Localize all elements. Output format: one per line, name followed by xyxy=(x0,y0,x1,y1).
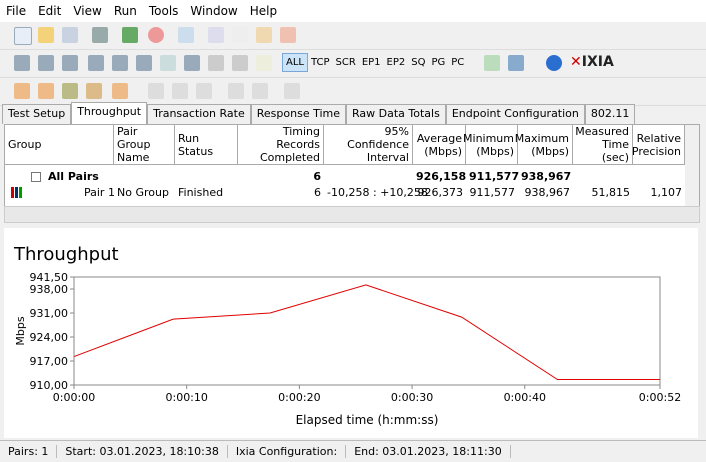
tab[interactable]: Endpoint Configuration xyxy=(445,104,585,124)
throughput-chart: Throughput 910,00 917,00 924,00 931,00 938,00… xyxy=(4,228,698,438)
menu-item[interactable]: View xyxy=(73,4,102,18)
logo-text: IXIA xyxy=(581,54,614,70)
table-cell: 6 xyxy=(313,170,321,183)
table-cell: 6 xyxy=(314,186,321,199)
tab[interactable]: Raw Data Totals xyxy=(346,104,446,124)
column-header[interactable]: Pair Group Name xyxy=(114,125,175,165)
column-header[interactable]: Timing Records Completed xyxy=(238,125,324,165)
x-tick-label: 0:00:00 xyxy=(53,391,95,404)
menu-item[interactable]: Tools xyxy=(148,4,179,18)
column-header[interactable]: 95% Confidence Interval xyxy=(324,125,413,165)
menu-item[interactable]: Help xyxy=(249,4,278,18)
x-tick-label: 0:00:52 xyxy=(639,391,681,404)
menu-item[interactable]: File xyxy=(6,4,27,18)
tab-strip: Test Setup Throughput Transaction Rate Resp… xyxy=(2,102,636,124)
y-tick-label: 910,00 xyxy=(30,379,69,392)
filter-button[interactable]: PC xyxy=(451,57,465,68)
y-axis-label: Mbps xyxy=(14,316,27,345)
table-cell: 51,815 xyxy=(591,186,631,199)
column-header[interactable]: Run Status xyxy=(175,125,238,165)
menu-item[interactable]: Run xyxy=(113,4,137,18)
table-cell: 926,373 xyxy=(417,186,464,199)
filter-button[interactable]: SQ xyxy=(411,57,426,68)
filter-buttons: ALL TCP SCR EP1 EP2 SQ PG PC xyxy=(282,53,467,72)
x-tick-label: 0:00:20 xyxy=(278,391,320,404)
table-cell: All Pairs xyxy=(48,170,99,183)
table-cell: -10,258 : +10,258 xyxy=(327,186,428,199)
ixia-logo: ✕IXIA xyxy=(570,54,614,70)
filter-button[interactable]: TCP xyxy=(310,57,330,68)
menu-item[interactable]: Edit xyxy=(38,4,62,18)
h-scrollbar xyxy=(4,206,700,223)
tab[interactable]: 802.11 xyxy=(584,104,636,124)
filter-button[interactable]: EP1 xyxy=(361,57,381,68)
table-cell: 926,158 xyxy=(416,170,467,183)
y-tick-label: 941,50 xyxy=(30,271,69,284)
table-cell: 911,577 xyxy=(469,186,516,199)
menu-item[interactable]: Window xyxy=(190,4,238,18)
table-cell: Pair 1 xyxy=(84,186,115,199)
filter-button[interactable]: EP2 xyxy=(386,57,406,68)
chart-icon xyxy=(11,187,23,198)
y-tick-label: 938,00 xyxy=(30,283,69,296)
status-field: Ixia Configuration: xyxy=(228,445,347,458)
column-header[interactable]: Maximum (Mbps) xyxy=(515,125,573,165)
column-header[interactable]: Minimum (Mbps) xyxy=(463,125,518,165)
table-cell: 1,107 xyxy=(650,186,683,199)
tab[interactable]: Test Setup xyxy=(2,104,72,124)
x-axis-label: Elapsed time (h:mm:ss) xyxy=(296,413,439,427)
chart-title: Throughput xyxy=(13,244,119,265)
table-cell: 938,967 xyxy=(521,170,572,183)
status-field: Pairs: 1 xyxy=(0,445,58,458)
x-tick-label: 0:00:10 xyxy=(165,391,207,404)
data-line xyxy=(73,284,660,381)
x-tick-label: 0:00:30 xyxy=(391,391,433,404)
plot-frame xyxy=(73,276,661,386)
results-table: Group Pair Group Name Run Status Timing Rec… xyxy=(4,124,700,208)
filter-button[interactable]: SCR xyxy=(335,57,356,68)
y-tick-label: 917,00 xyxy=(30,355,69,368)
table-cell: 938,967 xyxy=(524,186,571,199)
table-cell: No Group xyxy=(117,186,169,199)
column-header[interactable]: Relative Precision xyxy=(632,125,685,165)
expand-box[interactable] xyxy=(31,172,41,182)
status-field: End: 03.01.2023, 18:11:30 xyxy=(346,445,511,458)
filter-button[interactable]: PG xyxy=(431,57,446,68)
tab[interactable]: Transaction Rate xyxy=(147,104,251,124)
y-tick-label: 924,00 xyxy=(30,331,69,344)
tab[interactable]: Throughput xyxy=(71,102,148,124)
x-tick-label: 0:00:40 xyxy=(504,391,546,404)
y-tick-label: 931,00 xyxy=(30,307,69,320)
column-header[interactable]: Average (Mbps) xyxy=(413,125,466,165)
toolbar: ALL TCP SCR EP1 EP2 SQ PG PC ✕IXIA xyxy=(0,50,706,78)
column-header[interactable]: Group xyxy=(5,125,114,165)
filter-button[interactable]: ALL xyxy=(282,53,308,72)
status-field: Start: 03.01.2023, 18:10:38 xyxy=(57,445,228,458)
column-header[interactable]: Measured Time (sec) xyxy=(573,125,633,165)
table-cell: Finished xyxy=(178,186,224,199)
toolbar xyxy=(0,22,706,50)
status-bar: Pairs: 1 Start: 03.01.2023, 18:10:38 Ixia … xyxy=(0,440,706,462)
scrollbar xyxy=(685,125,699,207)
tab[interactable]: Response Time xyxy=(250,104,346,124)
table-cell: 911,577 xyxy=(469,170,520,183)
menu-bar: File Edit View Run Tools Window Help xyxy=(0,0,706,22)
